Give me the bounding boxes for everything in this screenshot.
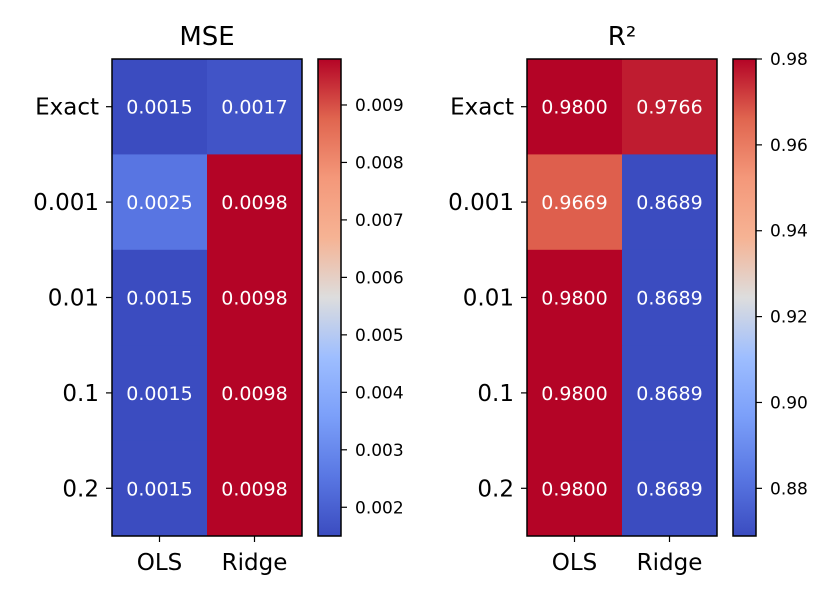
mse-ytick-label: 0.1 (62, 381, 99, 407)
r2-colorbar-tick-label: 0.96 (770, 136, 808, 156)
mse-title: MSE (179, 22, 234, 52)
r2-heatmap-panel: R² 0.9800 0.9766 0.9669 0.8689 0.9800 0.8689 0.… (448, 22, 808, 576)
r2-xtick-label: OLS (552, 550, 598, 576)
r2-colorbar-tick-label: 0.90 (770, 393, 808, 413)
mse-cell (207, 440, 303, 537)
r2-colorbar-tick-label: 0.94 (770, 222, 808, 242)
mse-cell (207, 345, 303, 442)
r2-title: R² (608, 22, 637, 52)
mse-cell-label: 0.0017 (221, 97, 287, 119)
mse-cell (112, 154, 208, 251)
mse-colorbar-tick-label: 0.009 (355, 96, 404, 116)
mse-xtick-label: OLS (137, 550, 183, 576)
r2-cell-label: 0.8689 (636, 288, 702, 310)
r2-cell-label: 0.8689 (636, 478, 702, 500)
mse-cell-label: 0.0098 (221, 192, 287, 214)
mse-cell-label: 0.0025 (126, 192, 192, 214)
r2-ytick-label: 0.2 (477, 476, 514, 502)
mse-colorbar (318, 59, 341, 536)
r2-cell (527, 345, 623, 442)
mse-cell-label: 0.0098 (221, 478, 287, 500)
mse-cell-label: 0.0015 (126, 478, 192, 500)
r2-cell (622, 154, 718, 251)
r2-cell-label: 0.9766 (636, 97, 702, 119)
mse-cell (112, 440, 208, 537)
mse-colorbar-tick-label: 0.002 (355, 498, 404, 518)
mse-cell (112, 345, 208, 442)
mse-colorbar-tick-label: 0.004 (355, 383, 404, 403)
mse-cell-label: 0.0015 (126, 288, 192, 310)
r2-cell-label: 0.9800 (541, 288, 607, 310)
r2-colorbar-tick-label: 0.88 (770, 479, 808, 499)
mse-ytick-label: 0.001 (33, 190, 99, 216)
mse-colorbar-tick-label: 0.006 (355, 268, 404, 288)
mse-colorbar-tick-label: 0.005 (355, 326, 404, 346)
mse-ytick-label: 0.01 (48, 286, 99, 312)
mse-colorbar-frame (317, 58, 342, 537)
r2-colorbar-tick-label: 0.98 (770, 50, 808, 70)
r2-cell-label: 0.8689 (636, 383, 702, 405)
r2-cell-label: 0.9800 (541, 97, 607, 119)
mse-cell-label: 0.0015 (126, 383, 192, 405)
r2-cell-label: 0.9669 (541, 192, 607, 214)
mse-cell (207, 249, 303, 346)
r2-cell (622, 440, 718, 537)
mse-cell (112, 59, 208, 155)
mse-colorbar-tick-label: 0.007 (355, 211, 404, 231)
r2-cell (622, 59, 718, 155)
r2-cell (527, 59, 623, 155)
mse-cell-label: 0.0015 (126, 97, 192, 119)
mse-cell (112, 249, 208, 346)
r2-colorbar-tick-label: 0.92 (770, 308, 808, 328)
r2-cell-label: 0.9800 (541, 383, 607, 405)
mse-cell-label: 0.0098 (221, 383, 287, 405)
r2-cell (622, 345, 718, 442)
mse-xtick-label: Ridge (222, 550, 288, 576)
r2-ytick-label: 0.01 (463, 286, 514, 312)
r2-colorbar-frame (732, 58, 757, 537)
r2-cell-label: 0.8689 (636, 192, 702, 214)
mse-ytick-label: 0.2 (62, 476, 99, 502)
r2-cell (527, 249, 623, 346)
mse-ytick-label: Exact (35, 95, 99, 121)
r2-ytick-label: 0.1 (477, 381, 514, 407)
mse-colorbar-tick-label: 0.003 (355, 441, 404, 461)
mse-cell (207, 154, 303, 251)
mse-colorbar-tick-label: 0.008 (355, 153, 404, 173)
r2-cell-label: 0.9800 (541, 478, 607, 500)
r2-colorbar (733, 59, 756, 536)
mse-heatmap-panel: MSE 0.0015 0.0017 0.0025 0.0098 0.0015 0.0098 0… (33, 22, 404, 576)
r2-ytick-label: Exact (450, 95, 514, 121)
r2-cell (527, 154, 623, 251)
r2-cell (527, 440, 623, 537)
r2-xtick-label: Ridge (637, 550, 703, 576)
mse-cell (207, 59, 303, 155)
r2-ytick-label: 0.001 (448, 190, 514, 216)
r2-cell (622, 249, 718, 346)
mse-cell-label: 0.0098 (221, 288, 287, 310)
